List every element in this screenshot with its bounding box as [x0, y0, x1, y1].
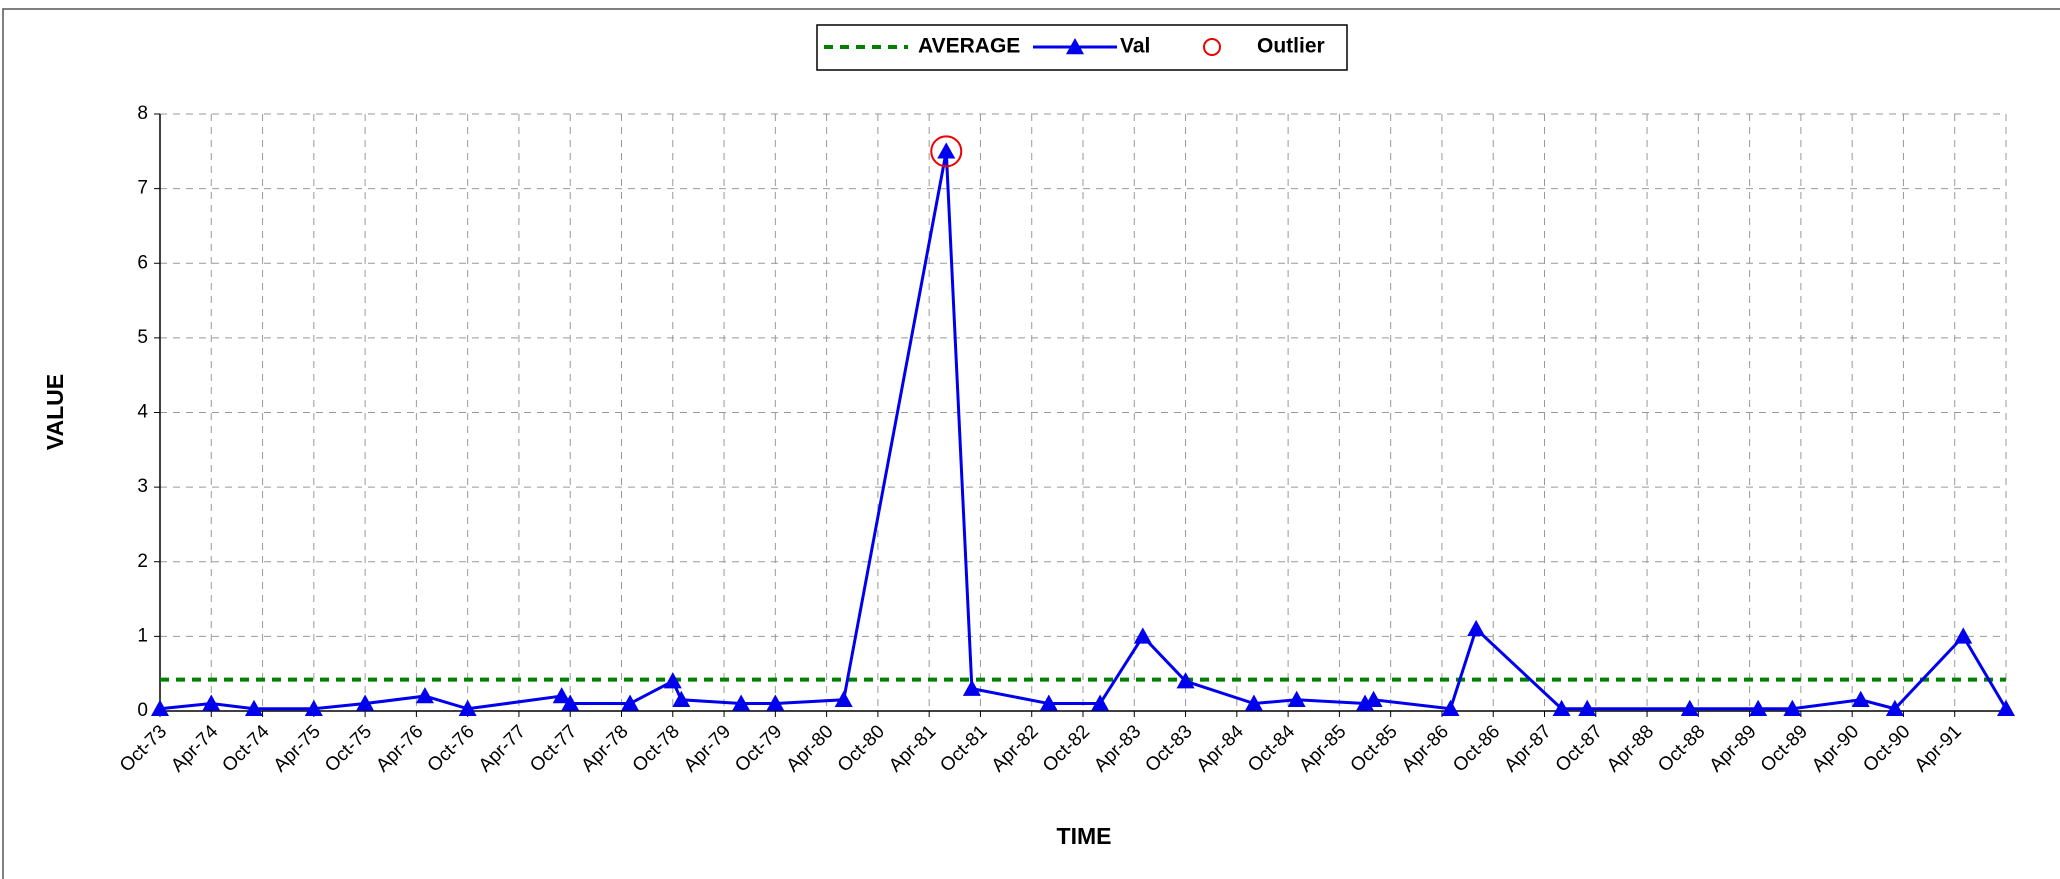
point — [1364, 690, 1383, 708]
x-tick-label: Oct-79 — [731, 721, 786, 776]
x-tick-label: Oct-73 — [116, 721, 171, 776]
point — [552, 687, 571, 704]
legend-marker — [1203, 38, 1221, 56]
x-tick-label: Apr-79 — [680, 721, 735, 776]
point — [732, 694, 751, 711]
y-tick-label: 3 — [137, 476, 148, 497]
point — [1783, 699, 1802, 716]
point — [415, 687, 434, 704]
x-tick-label: Apr-82 — [988, 721, 1043, 776]
point — [1954, 627, 1973, 644]
x-tick-label: Oct-89 — [1757, 721, 1812, 776]
y-tick-label: 6 — [137, 252, 148, 273]
y-tick-label: 7 — [137, 178, 148, 199]
point — [1467, 619, 1486, 637]
point — [1851, 690, 1870, 708]
point — [672, 690, 691, 708]
y-axis-title: VALUE — [42, 374, 68, 450]
x-tick-label: Apr-74 — [167, 721, 222, 776]
x-tick-label: Oct-90 — [1859, 721, 1914, 776]
x-tick-label: Oct-80 — [834, 721, 889, 776]
point — [1885, 699, 1904, 716]
x-axis-title: TIME — [1057, 823, 1112, 849]
x-tick-label: Oct-76 — [424, 721, 479, 776]
x-tick-label: Oct-82 — [1039, 721, 1094, 776]
x-tick-label: Apr-91 — [1911, 721, 1966, 776]
x-tick-label: Apr-76 — [372, 721, 427, 776]
x-tick-label: Oct-75 — [321, 721, 376, 776]
y-tick-label: 8 — [137, 103, 148, 124]
point — [202, 694, 221, 711]
y-tick-label: 1 — [137, 625, 148, 646]
x-tick-label: Apr-86 — [1398, 721, 1453, 776]
y-tick-label: 2 — [137, 551, 148, 572]
x-tick-label: Apr-83 — [1090, 721, 1145, 776]
point — [621, 694, 640, 711]
x-tick-label: Oct-81 — [936, 721, 991, 776]
point — [962, 679, 981, 696]
x-tick-label: Oct-85 — [1347, 721, 1402, 776]
legend-marker — [1066, 38, 1084, 55]
point — [304, 699, 323, 716]
point — [1997, 699, 2015, 716]
frame — [2, 8, 2060, 879]
point — [1287, 690, 1306, 708]
point — [561, 694, 580, 711]
x-tick-label: Apr-84 — [1193, 721, 1248, 776]
x-tick-label: Oct-88 — [1654, 721, 1709, 776]
point — [834, 690, 853, 708]
point — [245, 699, 264, 716]
series-line — [159, 151, 2008, 711]
point — [937, 142, 956, 159]
point — [1091, 694, 1110, 711]
x-tick-label: Apr-85 — [1295, 721, 1350, 776]
point — [1244, 694, 1263, 711]
point — [458, 699, 477, 716]
x-tick-label: Apr-77 — [475, 721, 530, 776]
point — [151, 699, 169, 716]
x-tick-label: Oct-77 — [526, 721, 581, 776]
point — [1680, 699, 1699, 716]
point — [1176, 672, 1195, 689]
x-tick-label: Oct-86 — [1449, 721, 1504, 776]
point — [1039, 694, 1058, 711]
x-tick-label: Apr-88 — [1603, 721, 1658, 776]
legend-label: Outlier — [1257, 35, 1325, 58]
x-tick-label: Oct-84 — [1244, 721, 1299, 776]
x-tick-label: Apr-89 — [1706, 721, 1761, 776]
x-tick-label: Apr-75 — [270, 721, 325, 776]
point — [1441, 699, 1460, 716]
legend-label: Val — [1120, 35, 1150, 58]
x-tick-label: Apr-87 — [1500, 721, 1555, 776]
point — [663, 672, 682, 689]
x-tick-label: Oct-87 — [1552, 721, 1607, 776]
y-tick-label: 4 — [137, 402, 148, 423]
y-tick-label: 5 — [137, 327, 148, 348]
x-tick-label: Apr-81 — [885, 721, 940, 776]
x-tick-label: Apr-78 — [577, 721, 632, 776]
x-tick-label: Apr-80 — [783, 721, 838, 776]
x-tick-label: Oct-83 — [1141, 721, 1196, 776]
point — [766, 694, 785, 711]
point — [930, 135, 963, 168]
point — [1749, 699, 1768, 716]
point — [1552, 699, 1571, 716]
x-tick-label: Apr-90 — [1808, 721, 1863, 776]
x-tick-label: Oct-74 — [218, 721, 273, 776]
point — [1578, 699, 1597, 716]
point — [356, 694, 375, 711]
point — [1133, 627, 1152, 644]
x-tick-label: Oct-78 — [629, 721, 684, 776]
y-tick-label: 0 — [137, 700, 148, 721]
legend-label: AVERAGE — [918, 35, 1020, 58]
